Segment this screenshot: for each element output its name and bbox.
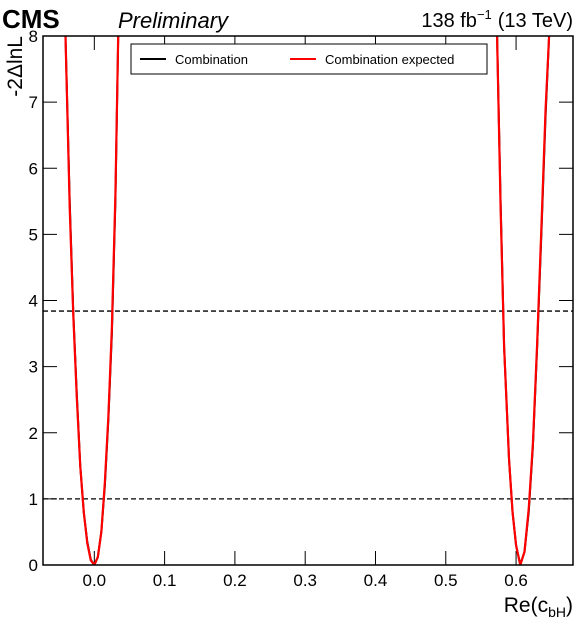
lumi-label: 138 fb−1 (13 TeV) <box>421 7 573 32</box>
y-tick-label: 7 <box>29 93 38 112</box>
x-label-main: Re(c <box>504 594 548 617</box>
legend-box <box>130 43 488 75</box>
y-tick-label: 5 <box>29 225 38 244</box>
series-line <box>64 36 551 565</box>
lumi-sup: −1 <box>477 7 492 22</box>
y-tick-label: 1 <box>29 490 38 509</box>
series-line <box>64 36 551 565</box>
legend-label: Combination <box>175 52 248 67</box>
x-tick-label: 0.1 <box>153 571 177 590</box>
y-axis-label: -2ΔlnL <box>4 36 27 97</box>
y-tick-label: 6 <box>29 159 38 178</box>
x-tick-label: 0.2 <box>223 571 247 590</box>
y-tick-label: 0 <box>29 556 38 575</box>
lumi: 138 fb <box>421 10 477 32</box>
x-axis-label: Re(cbH) <box>504 594 573 620</box>
x-label-close: ) <box>566 594 573 617</box>
legend: Combination Combination expected <box>130 43 488 75</box>
x-tick-label: 0.0 <box>82 571 106 590</box>
x-tick-label: 0.6 <box>504 571 528 590</box>
x-tick-label: 0.4 <box>364 571 388 590</box>
legend-label: Combination expected <box>325 52 454 67</box>
experiment-label: CMS <box>2 4 60 34</box>
energy: (13 TeV) <box>498 10 573 32</box>
y-tick-label: 4 <box>29 292 38 311</box>
plot-frame <box>42 35 574 566</box>
y-tick-label: 3 <box>29 358 38 377</box>
x-label-sub: bH <box>548 604 566 620</box>
plot-area <box>43 36 573 565</box>
x-tick-label: 0.3 <box>293 571 317 590</box>
x-tick-label: 0.5 <box>434 571 458 590</box>
y-tick-label: 8 <box>29 27 38 46</box>
y-tick-label: 2 <box>29 424 38 443</box>
status-label: Preliminary <box>118 8 230 33</box>
